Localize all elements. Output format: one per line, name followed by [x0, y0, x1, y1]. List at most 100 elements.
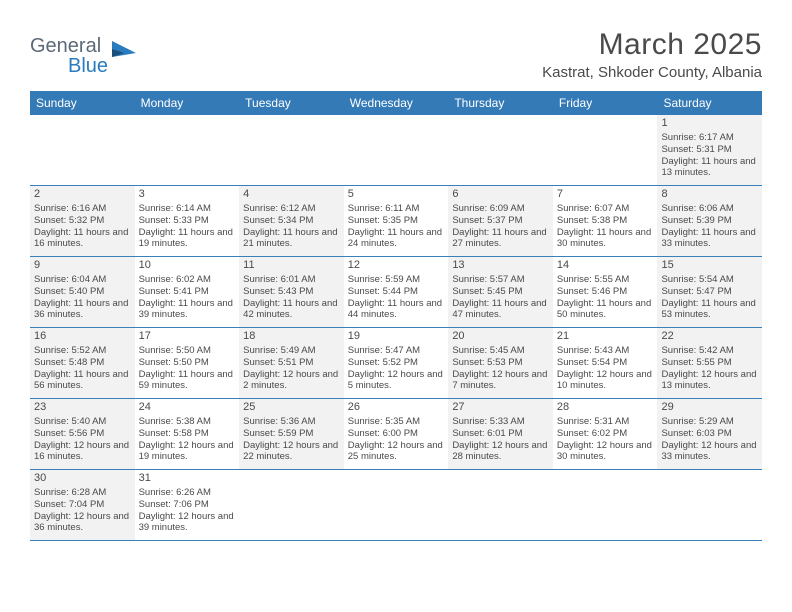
day-cell: 4Sunrise: 6:12 AMSunset: 5:34 PMDaylight… [239, 186, 344, 256]
weekday-header-row: SundayMondayTuesdayWednesdayThursdayFrid… [30, 91, 762, 115]
daylight-text: Daylight: 12 hours and 33 minutes. [661, 440, 758, 464]
day-cell: 21Sunrise: 5:43 AMSunset: 5:54 PMDayligh… [553, 328, 658, 398]
day-number: 17 [139, 330, 236, 344]
day-number: 23 [34, 401, 131, 415]
daylight-text: Daylight: 12 hours and 36 minutes. [34, 511, 131, 535]
day-cell-empty [30, 115, 135, 185]
sunrise-text: Sunrise: 5:52 AM [34, 345, 131, 357]
sunset-text: Sunset: 6:01 PM [452, 428, 549, 440]
day-number: 6 [452, 188, 549, 202]
day-number: 22 [661, 330, 758, 344]
sunset-text: Sunset: 5:46 PM [557, 286, 654, 298]
daylight-text: Daylight: 12 hours and 22 minutes. [243, 440, 340, 464]
day-number: 12 [348, 259, 445, 273]
sunset-text: Sunset: 5:39 PM [661, 215, 758, 227]
day-cell: 25Sunrise: 5:36 AMSunset: 5:59 PMDayligh… [239, 399, 344, 469]
day-cell: 11Sunrise: 6:01 AMSunset: 5:43 PMDayligh… [239, 257, 344, 327]
sunrise-text: Sunrise: 6:06 AM [661, 203, 758, 215]
sunrise-text: Sunrise: 5:31 AM [557, 416, 654, 428]
day-number: 25 [243, 401, 340, 415]
day-number: 30 [34, 472, 131, 486]
daylight-text: Daylight: 11 hours and 36 minutes. [34, 298, 131, 322]
day-cell: 18Sunrise: 5:49 AMSunset: 5:51 PMDayligh… [239, 328, 344, 398]
day-cell: 28Sunrise: 5:31 AMSunset: 6:02 PMDayligh… [553, 399, 658, 469]
sunset-text: Sunset: 5:48 PM [34, 357, 131, 369]
weekday-header: Tuesday [239, 91, 344, 115]
sunrise-text: Sunrise: 5:42 AM [661, 345, 758, 357]
day-cell: 16Sunrise: 5:52 AMSunset: 5:48 PMDayligh… [30, 328, 135, 398]
sunrise-text: Sunrise: 6:02 AM [139, 274, 236, 286]
day-cell: 22Sunrise: 5:42 AMSunset: 5:55 PMDayligh… [657, 328, 762, 398]
day-number: 26 [348, 401, 445, 415]
sunrise-text: Sunrise: 5:49 AM [243, 345, 340, 357]
sunset-text: Sunset: 5:47 PM [661, 286, 758, 298]
day-cell: 17Sunrise: 5:50 AMSunset: 5:50 PMDayligh… [135, 328, 240, 398]
sunset-text: Sunset: 5:31 PM [661, 144, 758, 156]
sunset-text: Sunset: 5:40 PM [34, 286, 131, 298]
weekday-header: Wednesday [344, 91, 449, 115]
logo: General Blue [30, 36, 140, 76]
day-number: 31 [139, 472, 236, 486]
daylight-text: Daylight: 11 hours and 42 minutes. [243, 298, 340, 322]
sunset-text: Sunset: 5:45 PM [452, 286, 549, 298]
sunset-text: Sunset: 5:44 PM [348, 286, 445, 298]
day-cell: 14Sunrise: 5:55 AMSunset: 5:46 PMDayligh… [553, 257, 658, 327]
day-number: 2 [34, 188, 131, 202]
week-row: 30Sunrise: 6:28 AMSunset: 7:04 PMDayligh… [30, 470, 762, 541]
daylight-text: Daylight: 11 hours and 13 minutes. [661, 156, 758, 180]
sunrise-text: Sunrise: 5:47 AM [348, 345, 445, 357]
day-cell: 23Sunrise: 5:40 AMSunset: 5:56 PMDayligh… [30, 399, 135, 469]
day-number: 14 [557, 259, 654, 273]
daylight-text: Daylight: 12 hours and 5 minutes. [348, 369, 445, 393]
daylight-text: Daylight: 11 hours and 27 minutes. [452, 227, 549, 251]
day-cell: 7Sunrise: 6:07 AMSunset: 5:38 PMDaylight… [553, 186, 658, 256]
sunset-text: Sunset: 5:33 PM [139, 215, 236, 227]
weekday-header: Thursday [448, 91, 553, 115]
day-cell: 8Sunrise: 6:06 AMSunset: 5:39 PMDaylight… [657, 186, 762, 256]
sunset-text: Sunset: 5:59 PM [243, 428, 340, 440]
logo-flag-icon [110, 39, 140, 61]
sunrise-text: Sunrise: 5:29 AM [661, 416, 758, 428]
day-number: 9 [34, 259, 131, 273]
day-cell-empty [657, 470, 762, 540]
sunrise-text: Sunrise: 6:07 AM [557, 203, 654, 215]
calendar: SundayMondayTuesdayWednesdayThursdayFrid… [30, 91, 762, 541]
header: General Blue March 2025 Kastrat, Shkoder… [0, 0, 792, 87]
day-number: 8 [661, 188, 758, 202]
sunrise-text: Sunrise: 6:12 AM [243, 203, 340, 215]
sunset-text: Sunset: 5:34 PM [243, 215, 340, 227]
week-row: 23Sunrise: 5:40 AMSunset: 5:56 PMDayligh… [30, 399, 762, 470]
day-number: 3 [139, 188, 236, 202]
sunset-text: Sunset: 5:32 PM [34, 215, 131, 227]
sunrise-text: Sunrise: 5:33 AM [452, 416, 549, 428]
daylight-text: Daylight: 11 hours and 24 minutes. [348, 227, 445, 251]
sunrise-text: Sunrise: 5:50 AM [139, 345, 236, 357]
day-cell-empty [553, 115, 658, 185]
sunrise-text: Sunrise: 5:45 AM [452, 345, 549, 357]
day-cell: 13Sunrise: 5:57 AMSunset: 5:45 PMDayligh… [448, 257, 553, 327]
daylight-text: Daylight: 12 hours and 25 minutes. [348, 440, 445, 464]
day-cell-empty [553, 470, 658, 540]
sunrise-text: Sunrise: 6:04 AM [34, 274, 131, 286]
day-cell: 5Sunrise: 6:11 AMSunset: 5:35 PMDaylight… [344, 186, 449, 256]
day-cell: 3Sunrise: 6:14 AMSunset: 5:33 PMDaylight… [135, 186, 240, 256]
sunset-text: Sunset: 5:56 PM [34, 428, 131, 440]
location: Kastrat, Shkoder County, Albania [542, 64, 762, 81]
daylight-text: Daylight: 12 hours and 13 minutes. [661, 369, 758, 393]
daylight-text: Daylight: 12 hours and 10 minutes. [557, 369, 654, 393]
week-row: 9Sunrise: 6:04 AMSunset: 5:40 PMDaylight… [30, 257, 762, 328]
sunrise-text: Sunrise: 6:28 AM [34, 487, 131, 499]
sunset-text: Sunset: 5:54 PM [557, 357, 654, 369]
day-cell: 10Sunrise: 6:02 AMSunset: 5:41 PMDayligh… [135, 257, 240, 327]
daylight-text: Daylight: 11 hours and 56 minutes. [34, 369, 131, 393]
daylight-text: Daylight: 11 hours and 30 minutes. [557, 227, 654, 251]
sunset-text: Sunset: 6:03 PM [661, 428, 758, 440]
sunset-text: Sunset: 6:00 PM [348, 428, 445, 440]
daylight-text: Daylight: 11 hours and 33 minutes. [661, 227, 758, 251]
week-row: 16Sunrise: 5:52 AMSunset: 5:48 PMDayligh… [30, 328, 762, 399]
weekday-header: Sunday [30, 91, 135, 115]
daylight-text: Daylight: 11 hours and 39 minutes. [139, 298, 236, 322]
day-number: 16 [34, 330, 131, 344]
daylight-text: Daylight: 12 hours and 16 minutes. [34, 440, 131, 464]
sunrise-text: Sunrise: 5:38 AM [139, 416, 236, 428]
